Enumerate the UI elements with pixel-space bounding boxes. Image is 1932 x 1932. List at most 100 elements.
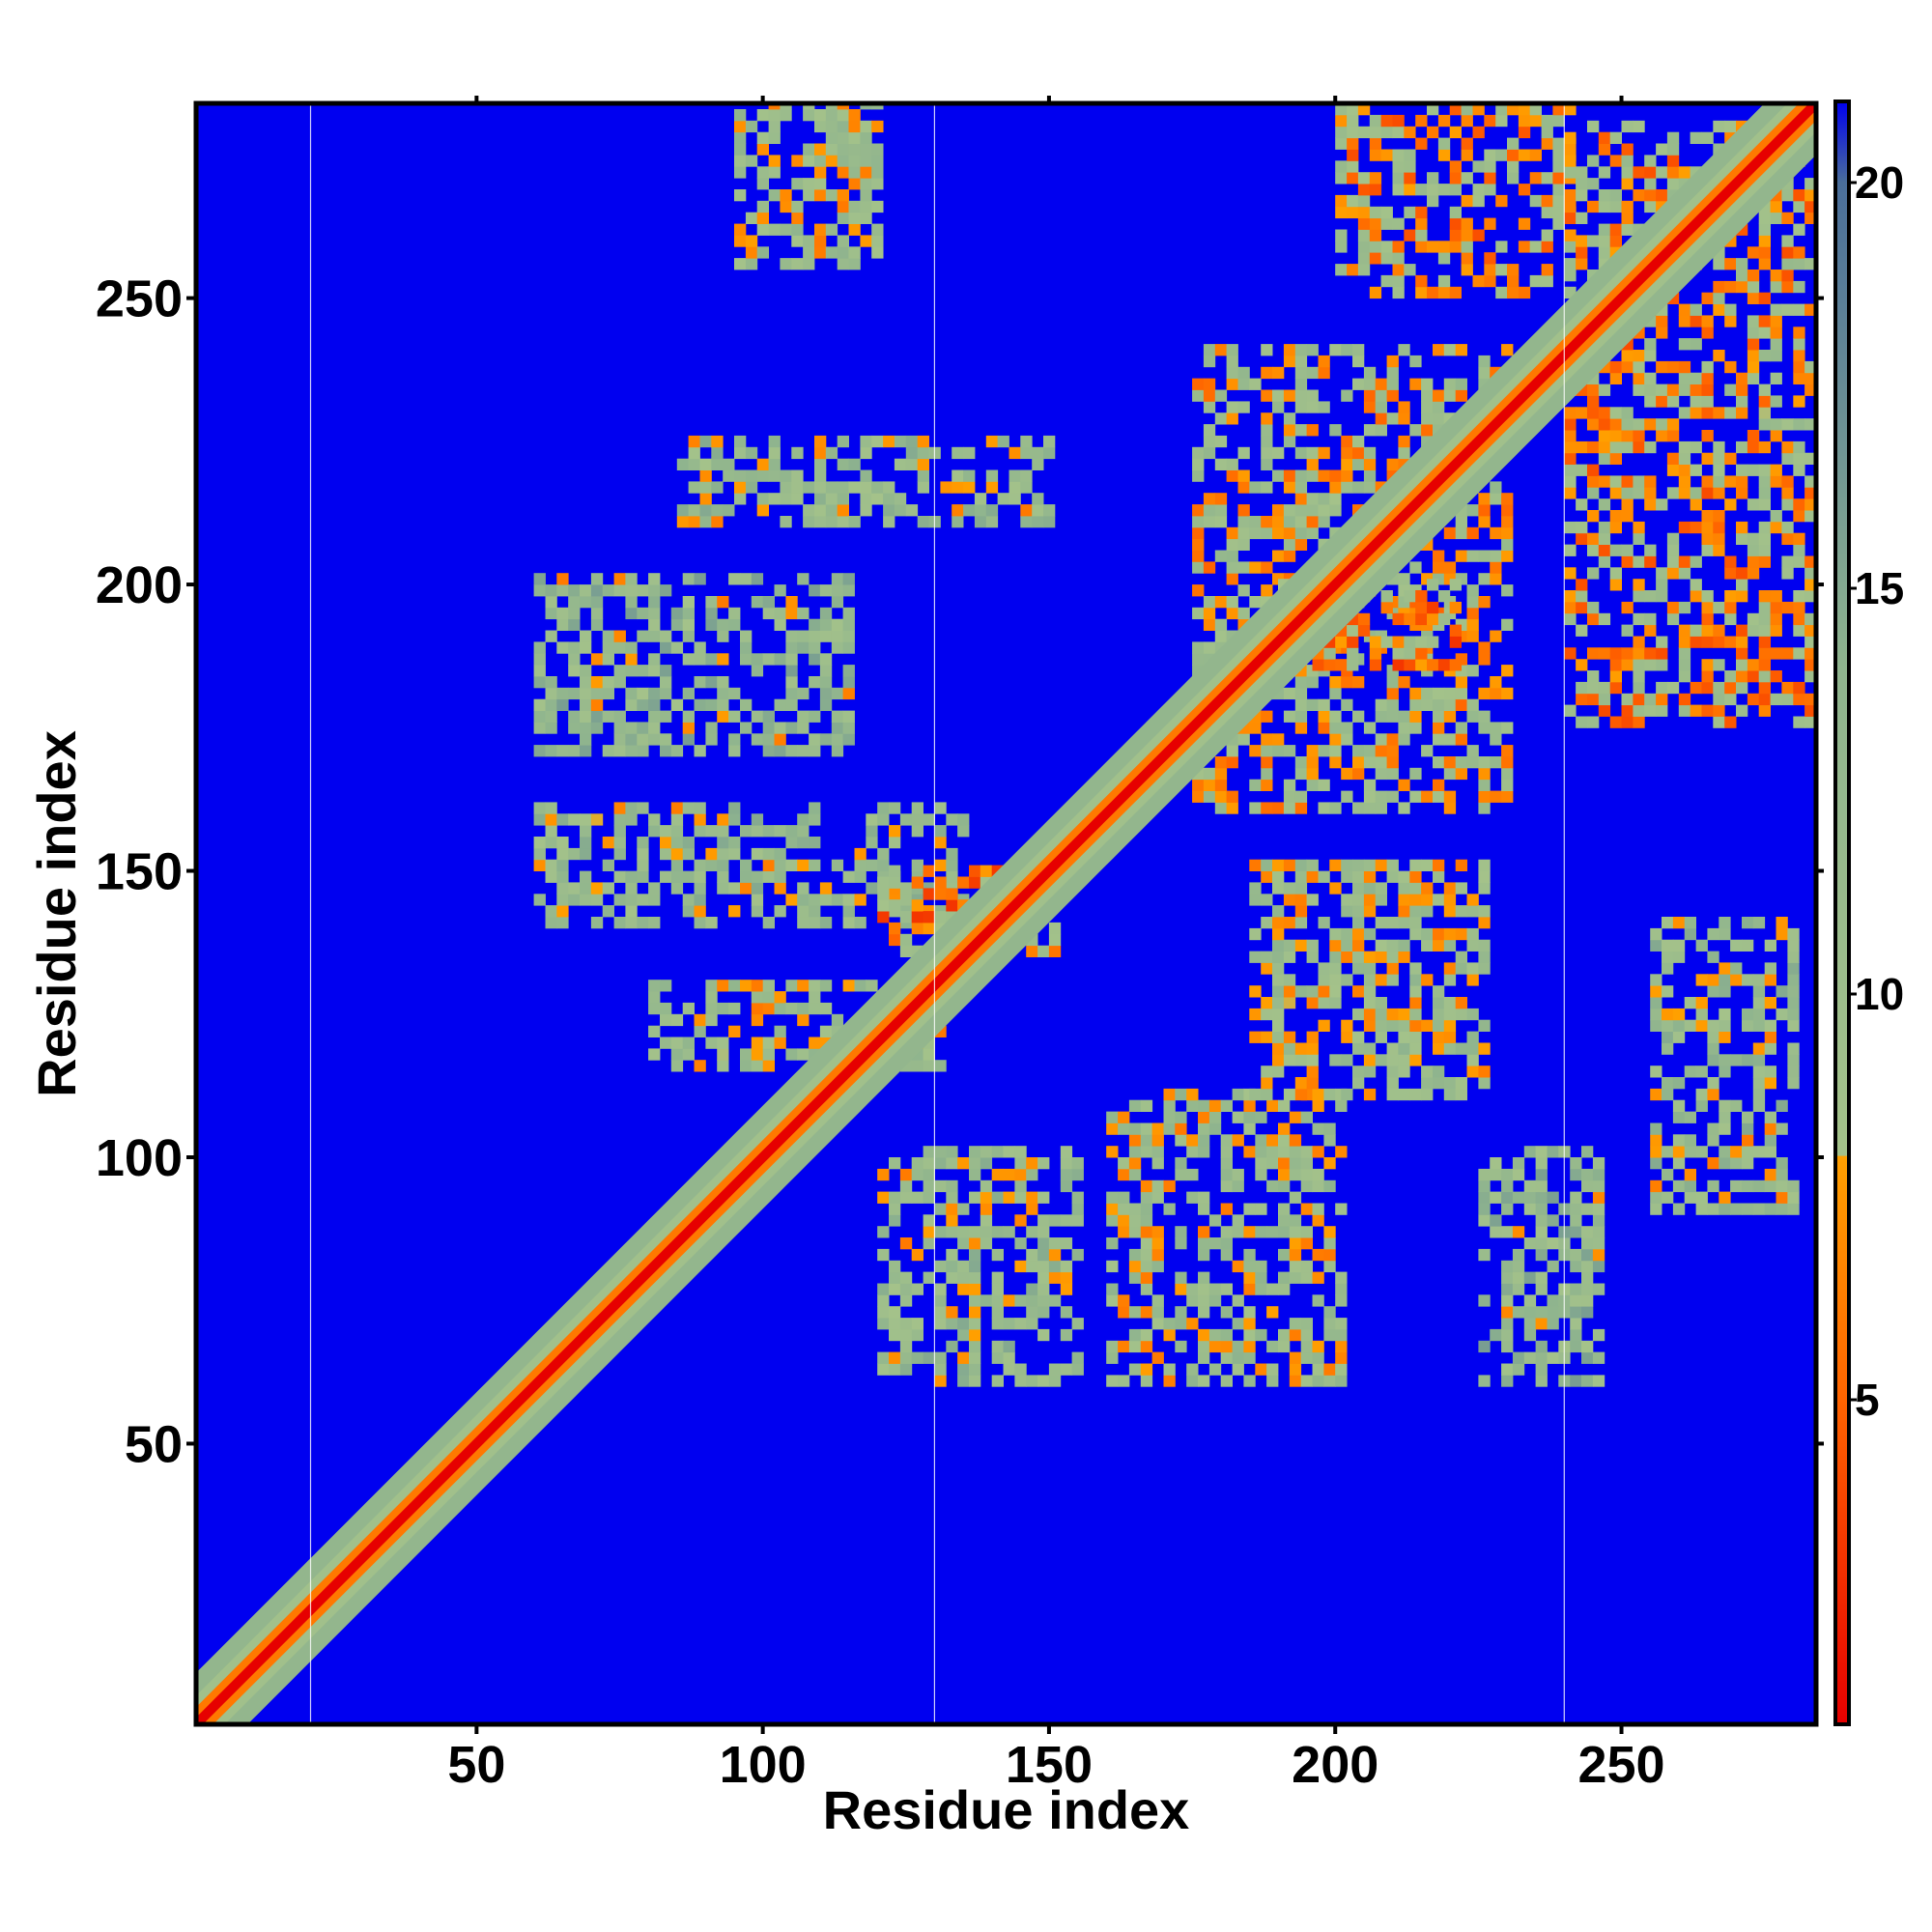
heatmap-cell bbox=[831, 859, 844, 871]
heatmap-cell bbox=[545, 837, 557, 849]
heatmap-cell bbox=[923, 922, 935, 935]
heatmap-cell bbox=[1656, 143, 1668, 156]
heatmap-cell bbox=[1598, 544, 1611, 556]
heatmap-cell bbox=[1770, 464, 1782, 476]
heatmap-cell bbox=[1564, 407, 1577, 419]
heatmap-cell bbox=[1294, 939, 1308, 952]
heatmap-cell bbox=[1151, 1226, 1164, 1238]
heatmap-cell bbox=[694, 698, 706, 711]
heatmap-cell bbox=[1306, 676, 1319, 689]
heatmap-cell bbox=[809, 641, 821, 654]
heatmap-cell bbox=[1283, 917, 1296, 929]
heatmap-cell bbox=[1570, 1191, 1582, 1204]
heatmap-cell bbox=[545, 745, 557, 757]
heatmap-cell bbox=[1478, 1203, 1491, 1215]
heatmap-cell bbox=[1272, 401, 1285, 413]
heatmap-cell bbox=[780, 258, 792, 270]
heatmap-cell bbox=[889, 1351, 901, 1364]
heatmap-cell bbox=[1478, 573, 1491, 585]
heatmap-cell bbox=[717, 710, 729, 723]
heatmap-cell bbox=[1764, 1031, 1776, 1043]
heatmap-cell bbox=[1701, 659, 1714, 671]
heatmap-cell bbox=[1443, 939, 1457, 952]
heatmap-cell bbox=[648, 980, 661, 992]
heatmap-cell bbox=[1294, 516, 1308, 528]
heatmap-cell bbox=[1409, 870, 1422, 883]
heatmap-cell bbox=[1386, 710, 1399, 723]
heatmap-cell bbox=[1770, 612, 1782, 626]
heatmap-cell bbox=[1347, 149, 1359, 161]
heatmap-cell bbox=[1501, 665, 1514, 677]
heatmap-cell bbox=[969, 1294, 981, 1307]
heatmap-cell bbox=[1437, 659, 1451, 671]
heatmap-cell bbox=[854, 917, 867, 929]
heatmap-cell bbox=[1478, 882, 1491, 895]
heatmap-cell bbox=[1323, 1226, 1336, 1238]
heatmap-cell bbox=[676, 504, 690, 517]
heatmap-cell bbox=[1386, 1088, 1399, 1101]
heatmap-cell bbox=[1787, 1179, 1800, 1193]
heatmap-cell bbox=[974, 493, 987, 505]
heatmap-cell bbox=[1186, 1375, 1199, 1387]
heatmap-cell bbox=[1306, 997, 1319, 1009]
heatmap-cell bbox=[533, 813, 546, 826]
heatmap-cell bbox=[946, 1214, 958, 1227]
heatmap-cell bbox=[1507, 160, 1520, 173]
heatmap-cell bbox=[1237, 446, 1250, 460]
heatmap-cell bbox=[1014, 1260, 1027, 1273]
heatmap-cell bbox=[1386, 687, 1399, 700]
heatmap-cell bbox=[1266, 1306, 1279, 1319]
heatmap-cell bbox=[1283, 435, 1296, 448]
heatmap-cell bbox=[837, 258, 849, 270]
heatmap-cell bbox=[1026, 1283, 1038, 1295]
heatmap-cell bbox=[1713, 303, 1725, 316]
heatmap-cell bbox=[911, 859, 923, 871]
heatmap-cell bbox=[1294, 790, 1308, 803]
heatmap-cell bbox=[1048, 1260, 1062, 1273]
heatmap-cell bbox=[734, 235, 747, 247]
heatmap-cell bbox=[533, 653, 546, 666]
heatmap-cell bbox=[1409, 974, 1422, 986]
heatmap-cell bbox=[957, 1351, 970, 1364]
heatmap-cell bbox=[809, 710, 821, 723]
heatmap-cell bbox=[1404, 126, 1416, 139]
heatmap-cell bbox=[768, 446, 781, 460]
heatmap-cell bbox=[814, 120, 827, 133]
heatmap-cell bbox=[1243, 1340, 1256, 1353]
colorbar-tick-label: 5 bbox=[1855, 1375, 1880, 1425]
heatmap-cell bbox=[803, 178, 815, 190]
heatmap-cell bbox=[1341, 927, 1353, 941]
heatmap-cell bbox=[1713, 716, 1725, 728]
heatmap-cell bbox=[1666, 178, 1680, 190]
heatmap-cell bbox=[1621, 430, 1634, 442]
heatmap-cell bbox=[1214, 779, 1228, 791]
heatmap-cell bbox=[1701, 590, 1714, 603]
heatmap-cell bbox=[814, 246, 827, 259]
heatmap-cell bbox=[877, 1168, 890, 1181]
heatmap-cell bbox=[1707, 1077, 1719, 1090]
heatmap-cell bbox=[1736, 532, 1748, 545]
heatmap-cell bbox=[1644, 372, 1657, 384]
heatmap-cell bbox=[1609, 487, 1622, 499]
heatmap-cell bbox=[1272, 1031, 1285, 1043]
heatmap-cell bbox=[1128, 1099, 1142, 1112]
heatmap-cell bbox=[1283, 526, 1296, 540]
heatmap-cell bbox=[1106, 1191, 1119, 1204]
heatmap-cell bbox=[580, 641, 592, 654]
heatmap-cell bbox=[1300, 1271, 1313, 1284]
heatmap-cell bbox=[1466, 894, 1479, 906]
heatmap-cell bbox=[1713, 407, 1725, 419]
heatmap-cell bbox=[1026, 1248, 1038, 1262]
heatmap-cell bbox=[1719, 917, 1731, 929]
heatmap-cell bbox=[1507, 264, 1520, 276]
heatmap-cell bbox=[1003, 1363, 1015, 1376]
heatmap-cell bbox=[1214, 493, 1228, 505]
heatmap-cell bbox=[1192, 607, 1205, 620]
heatmap-cell bbox=[768, 435, 781, 448]
heatmap-cell bbox=[1724, 407, 1737, 419]
heatmap-cell bbox=[1060, 1283, 1073, 1295]
heatmap-cell bbox=[1255, 1203, 1267, 1215]
heatmap-cell bbox=[1415, 184, 1428, 196]
heatmap-cell bbox=[819, 584, 833, 597]
heatmap-cell bbox=[682, 618, 695, 631]
